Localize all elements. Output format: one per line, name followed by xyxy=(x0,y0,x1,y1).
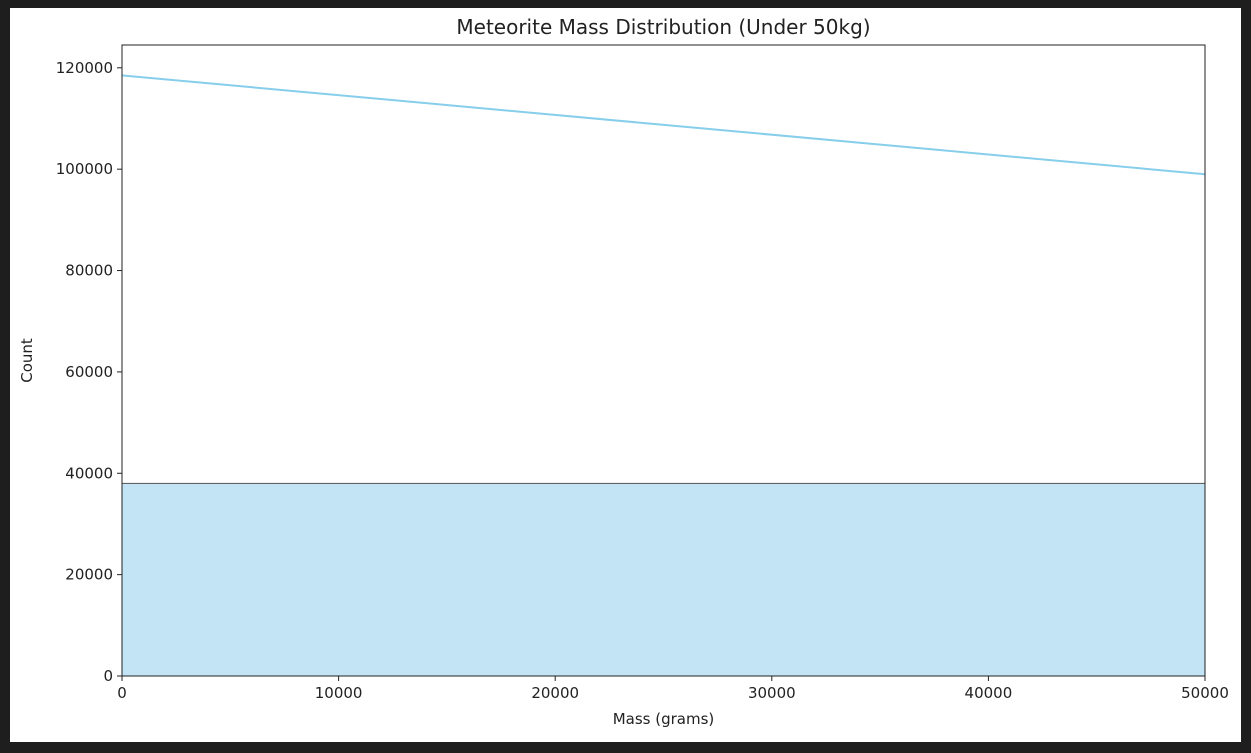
x-axis: 0 10000 20000 30000 40000 50000 xyxy=(117,676,1229,702)
axes-frame xyxy=(121,44,1206,677)
chart-svg: 0 10000 20000 30000 40000 50000 0 20000 40000 60… xyxy=(18,15,1229,728)
x-tick-label: 30000 xyxy=(748,684,796,702)
plot-area xyxy=(121,74,1206,677)
y-tick-label: 40000 xyxy=(65,464,113,482)
y-axis: 0 20000 40000 60000 80000 100000 120000 xyxy=(56,59,122,685)
y-tick-label: 120000 xyxy=(56,59,113,77)
y-axis-label: Count xyxy=(18,338,36,383)
y-tick-label: 20000 xyxy=(65,566,113,584)
chart-figure: 0 10000 20000 30000 40000 50000 0 20000 40000 60… xyxy=(10,8,1241,742)
y-tick-label: 60000 xyxy=(65,363,113,381)
histogram-bar xyxy=(121,482,1206,677)
y-tick-label: 100000 xyxy=(56,160,113,178)
x-axis-label: Mass (grams) xyxy=(613,710,715,728)
x-tick-label: 0 xyxy=(117,684,127,702)
y-tick-label: 80000 xyxy=(65,262,113,280)
x-tick-label: 20000 xyxy=(531,684,579,702)
y-tick-label: 0 xyxy=(103,667,113,685)
density-line xyxy=(121,74,1206,176)
x-tick-label: 40000 xyxy=(965,684,1013,702)
x-tick-label: 10000 xyxy=(315,684,363,702)
chart-title: Meteorite Mass Distribution (Under 50kg) xyxy=(456,15,870,39)
x-tick-label: 50000 xyxy=(1181,684,1229,702)
